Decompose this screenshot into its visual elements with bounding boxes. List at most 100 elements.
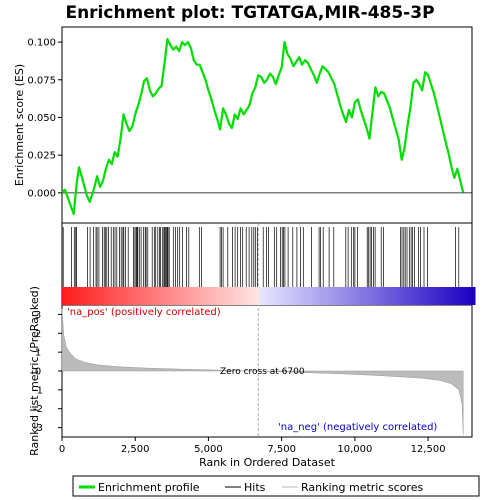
legend-profile-label: Enrichment profile	[98, 481, 200, 494]
rank-color-segment	[330, 287, 334, 305]
rank-color-segment	[233, 287, 237, 305]
rank-color-segment	[118, 287, 122, 305]
rank-color-segment	[463, 287, 467, 305]
rank-color-segment	[94, 287, 98, 305]
rank-color-segment	[315, 287, 320, 305]
rank-color-segment	[91, 287, 95, 305]
rank-color-segment	[256, 287, 261, 305]
rank-color-segment	[324, 287, 328, 305]
rank-color-segment	[73, 287, 78, 305]
rank-color-segment	[348, 287, 352, 305]
rank-color-segment	[200, 287, 205, 305]
rank-color-segment	[303, 287, 308, 305]
x-tick-label: 7,500	[267, 444, 296, 455]
rank-color-segment	[64, 287, 69, 305]
rank-color-segment	[67, 287, 72, 305]
rank-color-segment	[144, 287, 149, 305]
rank-color-segment	[392, 287, 396, 305]
rank-color-segment	[100, 287, 104, 305]
metric-tick-label: -1	[33, 385, 43, 396]
rank-color-segment	[62, 287, 66, 305]
es-tick-label: 0.075	[27, 75, 56, 86]
rank-color-segment	[277, 287, 281, 305]
rank-color-segment	[339, 287, 343, 305]
rank-color-segment	[218, 287, 222, 305]
x-tick-label: 2,500	[121, 444, 150, 455]
rank-color-segment	[292, 287, 296, 305]
rank-color-segment	[359, 287, 364, 305]
rank-color-segment	[333, 287, 337, 305]
rank-color-segment	[439, 287, 444, 305]
rank-color-segment	[368, 287, 373, 305]
es-tick-label: 0.025	[27, 151, 56, 162]
rank-color-segment	[115, 287, 119, 305]
rank-color-segment	[280, 287, 284, 305]
rank-color-segment	[410, 287, 414, 305]
es-tick-label: 0.000	[27, 188, 56, 199]
rank-color-segment	[253, 287, 258, 305]
metric-tick-label: 2	[35, 329, 41, 340]
rank-color-segment	[289, 287, 293, 305]
rank-color-segment	[398, 287, 402, 305]
rank-color-segment	[472, 287, 476, 305]
rank-color-segment	[135, 287, 140, 305]
rank-color-segment	[374, 287, 379, 305]
enrichment-profile-line	[61, 37, 465, 216]
rank-color-segment	[300, 287, 305, 305]
metric-tick-label: -3	[33, 423, 43, 434]
rank-color-segment	[230, 287, 234, 305]
rank-color-segment	[430, 287, 435, 305]
rank-color-segment	[156, 287, 160, 305]
rank-color-segment	[259, 287, 264, 305]
rank-color-segment	[365, 287, 370, 305]
rank-color-bar	[62, 287, 476, 305]
rank-color-segment	[194, 287, 199, 305]
legend: Enrichment profile Hits Ranking metric s…	[72, 475, 480, 497]
rank-color-segment	[250, 287, 255, 305]
rank-color-segment	[171, 287, 175, 305]
rank-color-segment	[407, 287, 411, 305]
rank-color-segment	[371, 287, 376, 305]
rank-color-segment	[82, 287, 87, 305]
rank-color-segment	[451, 287, 455, 305]
rank-color-segment	[212, 287, 216, 305]
es-tick-label: 0.050	[27, 113, 56, 124]
rank-color-segment	[377, 287, 382, 305]
enrichment-layer	[61, 37, 472, 216]
rank-color-segment	[227, 287, 231, 305]
rank-color-segment	[106, 287, 110, 305]
x-tick-label: 12,500	[411, 444, 446, 455]
rank-color-segment	[177, 287, 181, 305]
rank-color-segment	[445, 287, 449, 305]
rank-color-segment	[345, 287, 349, 305]
metric-tick-label: 0	[35, 367, 41, 378]
legend-hits-label: Hits	[244, 481, 266, 494]
rank-color-segment	[274, 287, 278, 305]
rank-color-segment	[215, 287, 219, 305]
rank-color-segment	[418, 287, 423, 305]
rank-color-segment	[132, 287, 137, 305]
legend-metric-label: Ranking metric scores	[301, 481, 423, 494]
rank-color-segment	[150, 287, 154, 305]
rank-color-segment	[442, 287, 446, 305]
es-tick-label: 0.100	[27, 38, 56, 49]
rank-color-segment	[436, 287, 441, 305]
rank-color-segment	[342, 287, 346, 305]
legend-box	[72, 475, 480, 497]
rank-color-segment	[413, 287, 417, 305]
rank-color-segment	[327, 287, 331, 305]
rank-color-segment	[318, 287, 323, 305]
rank-color-segment	[401, 287, 405, 305]
rank-color-segment	[85, 287, 90, 305]
rank-color-segment	[203, 287, 208, 305]
rank-color-segment	[389, 287, 393, 305]
rank-color-segment	[247, 287, 252, 305]
rank-color-segment	[209, 287, 213, 305]
es-axis-title: Enrichment score (ES)	[13, 64, 26, 186]
rank-color-segment	[457, 287, 461, 305]
rank-color-segment	[224, 287, 228, 305]
rank-color-segment	[298, 287, 302, 305]
rank-color-segment	[70, 287, 75, 305]
rank-color-segment	[141, 287, 146, 305]
